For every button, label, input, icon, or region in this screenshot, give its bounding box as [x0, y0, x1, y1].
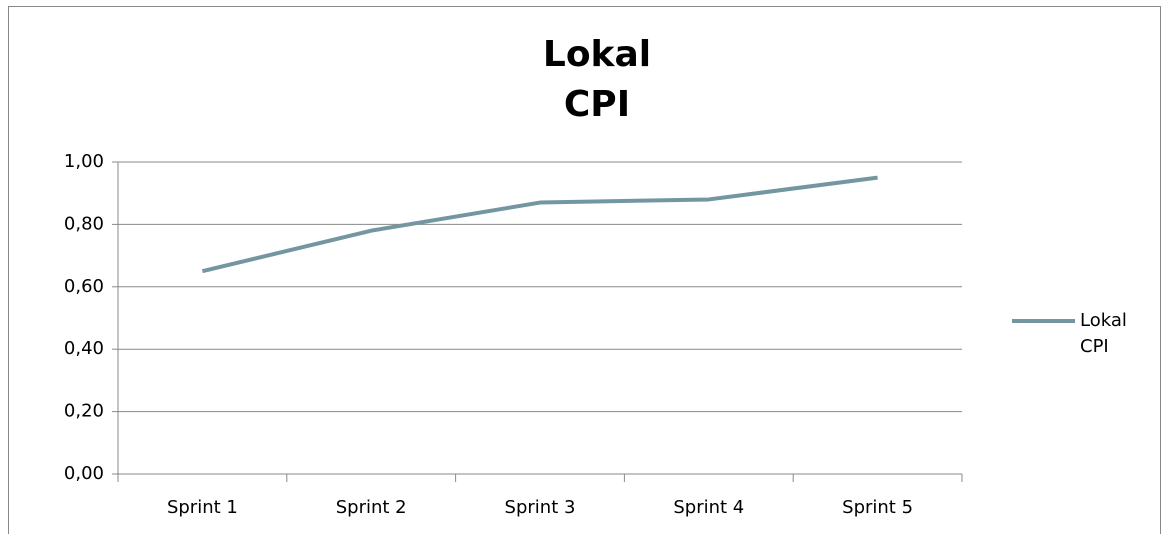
y-tick-label: 0,40: [64, 338, 104, 359]
x-tick-label: Sprint 5: [842, 497, 913, 518]
y-tick-label: 0,60: [64, 276, 104, 297]
chart-border: [8, 6, 1161, 534]
y-tick-label: 0,80: [64, 213, 104, 234]
x-tick-label: Sprint 3: [505, 497, 576, 518]
x-tick-label: Sprint 2: [336, 497, 407, 518]
x-tick-label: Sprint 4: [673, 497, 744, 518]
y-tick-label: 0,20: [64, 401, 104, 422]
x-tick-label: Sprint 1: [167, 497, 238, 518]
y-tick-label: 1,00: [64, 151, 104, 172]
y-tick-label: 0,00: [64, 463, 104, 484]
series-line: [201, 175, 878, 274]
legend-label: Lokal CPI: [1080, 310, 1127, 357]
chart-title: Lokal CPI: [542, 34, 652, 125]
